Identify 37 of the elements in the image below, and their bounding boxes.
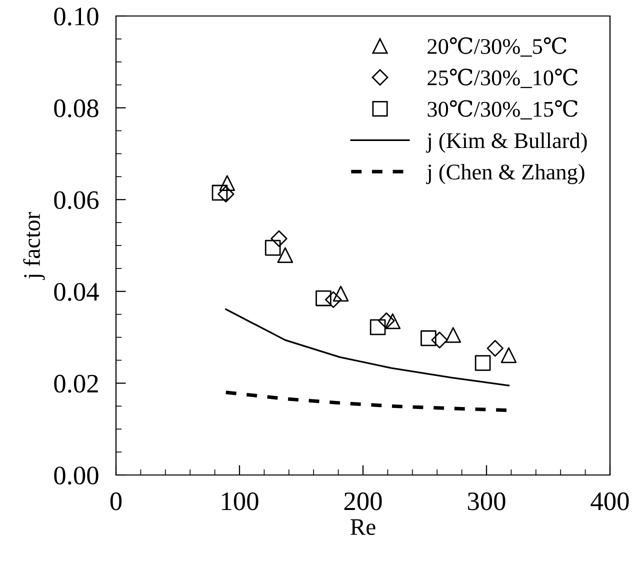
point	[219, 175, 236, 191]
y-tick-label: 0.06	[54, 191, 99, 210]
x-axis-title: Re	[350, 519, 376, 535]
y-axis-title: j factor	[23, 212, 45, 280]
point	[212, 184, 228, 201]
y-tick-label: 0.08	[54, 99, 98, 118]
point	[277, 247, 294, 264]
x-tick-label: 100	[222, 492, 258, 510]
y-tick-label: 0.02	[54, 374, 98, 393]
y-tick-label: 0.04	[54, 283, 99, 301]
x-tick-label: 300	[468, 492, 506, 510]
line-series	[225, 308, 510, 386]
point	[486, 340, 504, 357]
legend-label: 30℃/30%_15℃	[428, 100, 578, 120]
legend-label: j (Chen & Zhang)	[426, 164, 584, 184]
point	[332, 286, 349, 302]
point	[378, 312, 395, 330]
x-tick-label: 200	[344, 492, 382, 510]
y-tick-label: 0.10	[54, 8, 98, 26]
point	[316, 290, 332, 306]
point	[474, 355, 491, 371]
legend-label: 25℃/30%_10℃	[428, 68, 578, 88]
y-tick-label: 0.00	[54, 466, 98, 485]
point	[264, 240, 281, 256]
point	[445, 327, 462, 343]
point	[370, 319, 386, 336]
point	[420, 330, 436, 346]
point	[500, 347, 517, 364]
legend-label: j (Kim & Bullard)	[426, 132, 587, 153]
point	[431, 332, 448, 348]
point	[270, 230, 288, 247]
point	[218, 186, 234, 202]
x-tick-label: 400	[590, 492, 629, 510]
x-tick-label: 0	[110, 492, 122, 510]
legend-label: 20℃/30%_5℃	[428, 37, 566, 57]
point	[325, 291, 342, 308]
point	[384, 313, 401, 330]
